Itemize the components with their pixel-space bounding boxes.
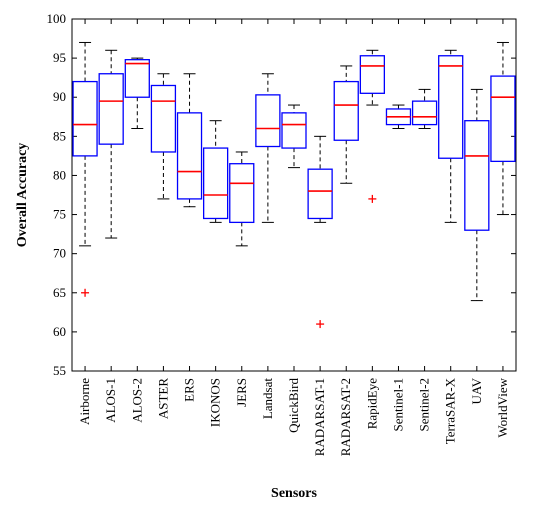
x-tick-label: QuickBird xyxy=(286,378,301,433)
y-tick-label: 80 xyxy=(53,167,66,182)
box-group xyxy=(438,49,464,223)
x-axis-title: Sensors xyxy=(271,486,317,501)
y-tick-label: 95 xyxy=(53,50,66,65)
box-group xyxy=(202,120,229,223)
iqr-box xyxy=(124,59,150,98)
x-tick-label: Airborne xyxy=(77,378,92,425)
iqr-box xyxy=(176,112,203,200)
iqr-box xyxy=(229,163,255,224)
x-tick-label: IKONOS xyxy=(208,378,223,427)
box-group xyxy=(490,41,516,216)
box-group xyxy=(124,57,150,130)
x-tick-label: UAV xyxy=(469,377,484,404)
iqr-box xyxy=(464,120,490,231)
y-tick-label: 75 xyxy=(53,207,66,222)
box-series xyxy=(72,41,516,329)
plot-area xyxy=(71,18,517,372)
box-group xyxy=(411,88,438,130)
y-tick-label: 70 xyxy=(53,246,66,261)
box-group xyxy=(229,151,255,247)
x-tick-label: RapidEye xyxy=(364,378,379,429)
box-group xyxy=(333,65,359,184)
box-group xyxy=(98,49,124,239)
x-tick-label: Sentinel-1 xyxy=(390,378,405,431)
box-group xyxy=(281,104,307,169)
box-group xyxy=(255,73,281,223)
x-tick-label: Landsat xyxy=(260,378,275,420)
x-tick-label: WorldView xyxy=(495,377,510,437)
x-tick-label: RADARSAT-2 xyxy=(338,378,353,456)
iqr-box xyxy=(281,112,307,149)
iqr-box xyxy=(333,80,359,141)
iqr-box xyxy=(255,94,281,148)
y-tick-label: 90 xyxy=(53,89,66,104)
y-tick-label: 100 xyxy=(47,11,67,26)
x-tick-label: JERS xyxy=(234,378,249,407)
iqr-box xyxy=(359,55,386,94)
iqr-box xyxy=(438,55,464,159)
y-tick-label: 55 xyxy=(53,363,66,378)
x-tick-label: ALOS-1 xyxy=(103,378,118,423)
y-axis-ticks: 55 60 65 70 75 80 85 90 95 100 xyxy=(47,11,516,378)
box-group xyxy=(150,73,177,200)
y-tick-label: 65 xyxy=(53,285,66,300)
x-tick-label: ALOS-2 xyxy=(129,378,144,423)
y-axis-title: Overall Accuracy xyxy=(15,143,30,248)
box-group xyxy=(359,49,386,203)
iqr-box xyxy=(72,80,98,157)
iqr-box xyxy=(202,147,229,220)
box-group xyxy=(72,41,98,297)
iqr-box xyxy=(307,168,333,220)
box-group xyxy=(385,104,412,130)
box-group xyxy=(176,73,203,208)
box-group xyxy=(464,88,490,302)
x-tick-label: Sentinel-2 xyxy=(417,378,432,431)
y-tick-label: 60 xyxy=(53,324,66,339)
x-tick-label: ERS xyxy=(182,378,197,402)
iqr-box xyxy=(490,75,516,163)
y-tick-label: 85 xyxy=(53,128,66,143)
x-tick-label: RADARSAT-1 xyxy=(312,378,327,456)
x-tick-label: TerraSAR-X xyxy=(443,377,458,444)
box-group xyxy=(307,135,333,329)
iqr-box xyxy=(150,84,177,153)
iqr-box xyxy=(411,100,438,126)
x-axis-ticks: Airborne ALOS-1 ALOS-2 ASTER ERS IKONOS JERS La… xyxy=(77,19,510,456)
x-tick-label: ASTER xyxy=(155,378,170,420)
iqr-box xyxy=(98,73,124,145)
